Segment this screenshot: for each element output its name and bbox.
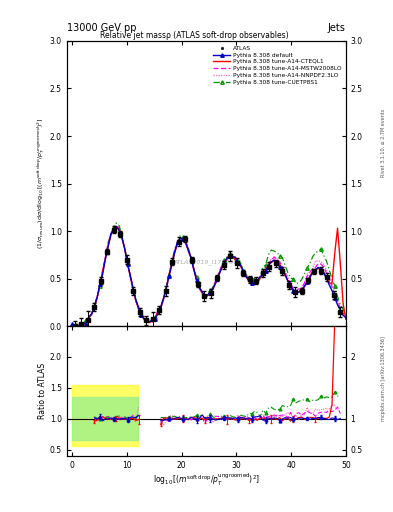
Text: 13000 GeV pp: 13000 GeV pp xyxy=(67,23,136,33)
Y-axis label: Ratio to ATLAS: Ratio to ATLAS xyxy=(38,363,47,419)
Text: Relative jet massρ (ATLAS soft-drop observables): Relative jet massρ (ATLAS soft-drop obse… xyxy=(100,31,289,40)
Text: Jets: Jets xyxy=(328,23,346,33)
Y-axis label: $(1/\sigma_{\rm resum})\,{\rm d}\sigma/{\rm d}\log_{10}[(m^{\rm soft\,drop}/p_T^: $(1/\sigma_{\rm resum})\,{\rm d}\sigma/{… xyxy=(35,118,47,249)
Text: mcplots.cern.ch [arXiv:1306.3436]: mcplots.cern.ch [arXiv:1306.3436] xyxy=(381,336,386,421)
Text: ATLAS2019_I1772563: ATLAS2019_I1772563 xyxy=(173,260,241,265)
Legend: ATLAS, Pythia 8.308 default, Pythia 8.308 tune-A14-CTEQL1, Pythia 8.308 tune-A14: ATLAS, Pythia 8.308 default, Pythia 8.30… xyxy=(212,44,343,87)
Text: Rivet 3.1.10, ≥ 2.7M events: Rivet 3.1.10, ≥ 2.7M events xyxy=(381,109,386,178)
X-axis label: $\log_{10}[(m^{\rm soft\,drop}/p_T^{\rm ungroomed})^2]$: $\log_{10}[(m^{\rm soft\,drop}/p_T^{\rm … xyxy=(153,472,260,488)
